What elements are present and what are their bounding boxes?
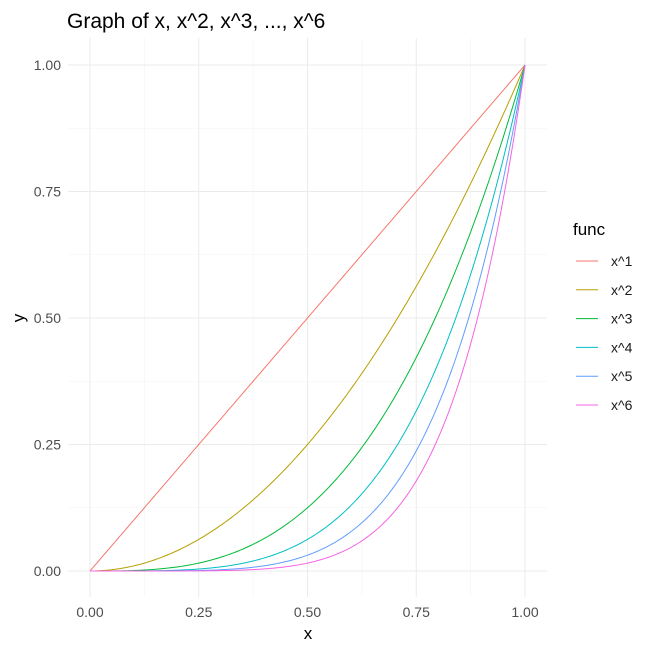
x-tick-label: 0.75	[403, 604, 430, 620]
x-tick-label: 0.00	[76, 604, 103, 620]
legend-title: func	[573, 220, 606, 239]
x-axis-ticks: 0.00 0.25 0.50 0.75 1.00	[76, 604, 538, 620]
legend: func x^1 x^2 x^3 x^4 x^5 x^6	[573, 220, 633, 413]
series-line-x-pow-1	[89, 64, 526, 572]
y-tick-label: 0.50	[34, 310, 61, 326]
x-tick-label: 1.00	[511, 604, 538, 620]
legend-label: x^2	[611, 282, 633, 298]
legend-items: x^1 x^2 x^3 x^4 x^5 x^6	[576, 253, 633, 413]
x-tick-label: 0.50	[294, 604, 321, 620]
x-tick-label: 0.25	[185, 604, 212, 620]
legend-label: x^6	[611, 397, 633, 413]
chart-title: Graph of x, x^2, x^3, ..., x^6	[67, 10, 325, 33]
series-line-x-pow-2	[89, 64, 526, 572]
grid	[68, 38, 547, 597]
series-line-x-pow-6	[90, 64, 526, 572]
y-tick-label: 0.00	[34, 563, 61, 579]
plot-lines	[89, 64, 526, 572]
legend-label: x^3	[611, 311, 633, 327]
y-tick-label: 0.75	[34, 184, 61, 200]
series-line-x-pow-3	[90, 64, 526, 572]
x-axis-title: x	[304, 624, 313, 643]
y-tick-label: 0.25	[34, 437, 61, 453]
legend-label: x^1	[611, 253, 633, 269]
y-tick-label: 1.00	[34, 57, 61, 73]
y-axis-ticks: 0.00 0.25 0.50 0.75 1.00	[34, 57, 61, 579]
legend-label: x^4	[611, 339, 633, 355]
y-axis-title: y	[9, 313, 28, 322]
legend-label: x^5	[611, 368, 633, 384]
